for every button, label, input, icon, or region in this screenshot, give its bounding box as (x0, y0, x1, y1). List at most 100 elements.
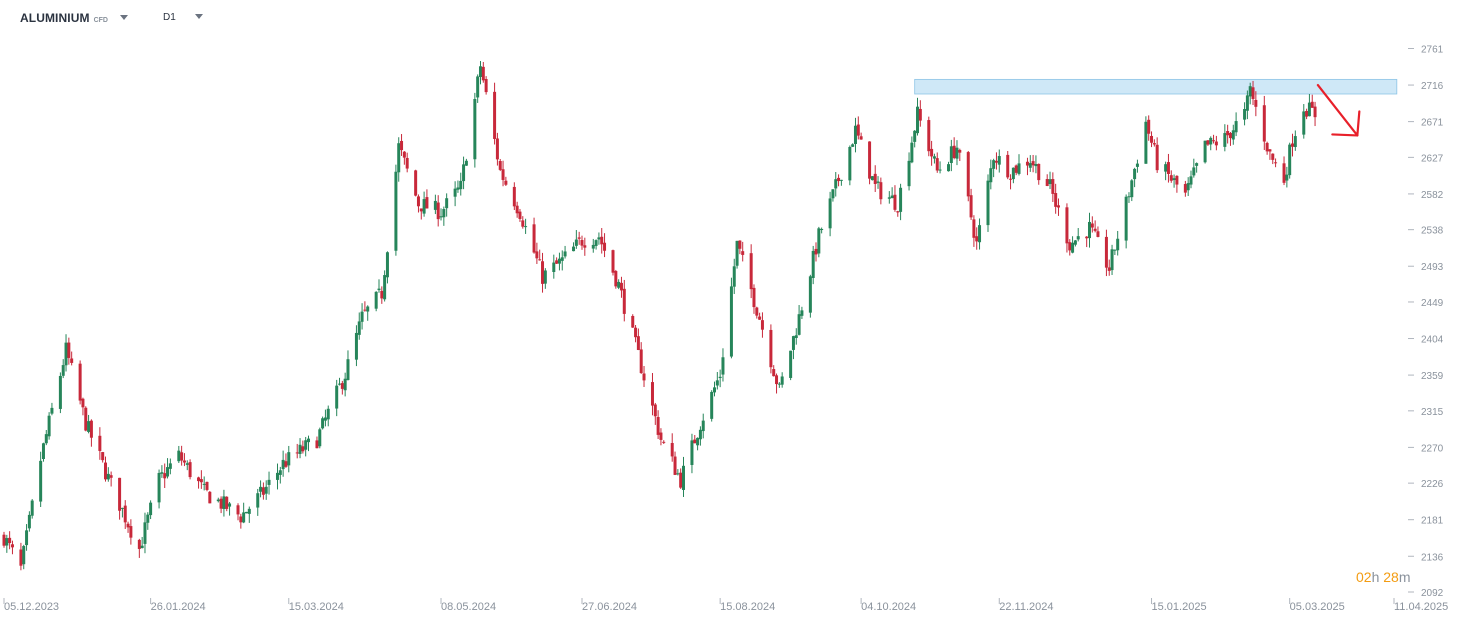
candle (1147, 115, 1151, 141)
candle (400, 134, 404, 156)
y-tick-label: 2671 (1421, 118, 1444, 129)
candle (1248, 82, 1252, 105)
candle (315, 436, 319, 449)
candle (264, 480, 268, 500)
candle (1130, 179, 1134, 202)
candle (168, 458, 172, 475)
timeframe-selector[interactable]: D1 (163, 12, 203, 23)
candle (67, 337, 71, 365)
candle (275, 463, 279, 490)
y-tick-label: 2226 (1421, 479, 1444, 490)
candle (1209, 136, 1213, 151)
candle (1189, 170, 1193, 189)
candle (538, 249, 542, 261)
candle (267, 471, 271, 495)
candle (1054, 183, 1058, 214)
candle (41, 442, 45, 462)
candle (992, 158, 996, 178)
x-tick-label: 05.03.2025 (1290, 601, 1345, 613)
candle (456, 180, 460, 193)
candle (932, 153, 936, 164)
candle (952, 137, 956, 160)
x-tick-label: 26.01.2024 (151, 601, 206, 613)
candle (1124, 194, 1128, 249)
candle (1037, 163, 1041, 185)
candle (1228, 132, 1232, 146)
candle (1034, 155, 1038, 174)
candle (1116, 230, 1120, 256)
candle (146, 512, 150, 530)
candle (239, 513, 243, 529)
candle (594, 239, 598, 250)
candle (1307, 93, 1311, 117)
candle (800, 306, 804, 320)
candle (216, 497, 220, 503)
candle (1107, 259, 1111, 276)
candle (978, 218, 982, 250)
candle (1282, 156, 1286, 186)
candle (228, 501, 232, 516)
candle (557, 252, 561, 271)
candle (541, 252, 545, 293)
candle (555, 257, 559, 264)
candle (182, 453, 186, 467)
candle (1028, 155, 1032, 172)
candle (543, 268, 547, 289)
candle (828, 191, 832, 237)
projection-arrow-layer (1316, 83, 1361, 137)
candle (323, 409, 327, 427)
x-tick-label: 04.10.2024 (861, 601, 916, 613)
candle (721, 348, 725, 382)
candle (760, 312, 764, 338)
candle (670, 433, 674, 462)
candle (839, 179, 843, 186)
candle (27, 511, 31, 532)
candle (741, 241, 745, 262)
candle (619, 276, 623, 298)
candle (1183, 180, 1187, 197)
candle (433, 194, 437, 215)
candle (340, 380, 344, 395)
candle (8, 531, 12, 550)
candle (284, 453, 288, 468)
candle (346, 350, 350, 381)
countdown-hours: 02 (1356, 569, 1372, 585)
candle (820, 227, 824, 234)
candle (653, 402, 657, 425)
candle (405, 152, 409, 173)
candle (104, 456, 108, 482)
candle (853, 117, 857, 153)
candle (129, 519, 133, 545)
candle (597, 232, 601, 245)
candle (422, 191, 426, 217)
candle (947, 161, 951, 172)
candle (318, 427, 322, 449)
candle (374, 291, 378, 312)
candle (910, 136, 914, 164)
candle (363, 301, 367, 312)
candle (696, 437, 700, 451)
candle (1262, 95, 1266, 150)
candle (2, 531, 6, 548)
candle (859, 132, 863, 140)
candle (64, 334, 68, 372)
symbol-selector[interactable]: ALUMINIUM CFD (20, 11, 128, 25)
y-tick-label: 2582 (1421, 190, 1444, 201)
candle (137, 538, 141, 558)
candle (70, 351, 74, 366)
candle (380, 286, 384, 304)
candle (755, 306, 759, 319)
candle (419, 208, 423, 220)
candle (1288, 142, 1292, 179)
candle (58, 372, 62, 414)
candle (1175, 175, 1179, 193)
candle (868, 141, 872, 185)
candle (600, 228, 604, 254)
candle (994, 152, 998, 170)
x-tick-label: 15.03.2024 (289, 601, 344, 613)
candle (1011, 167, 1015, 184)
candle (140, 536, 144, 549)
candle (1051, 172, 1055, 202)
candle (524, 218, 528, 234)
